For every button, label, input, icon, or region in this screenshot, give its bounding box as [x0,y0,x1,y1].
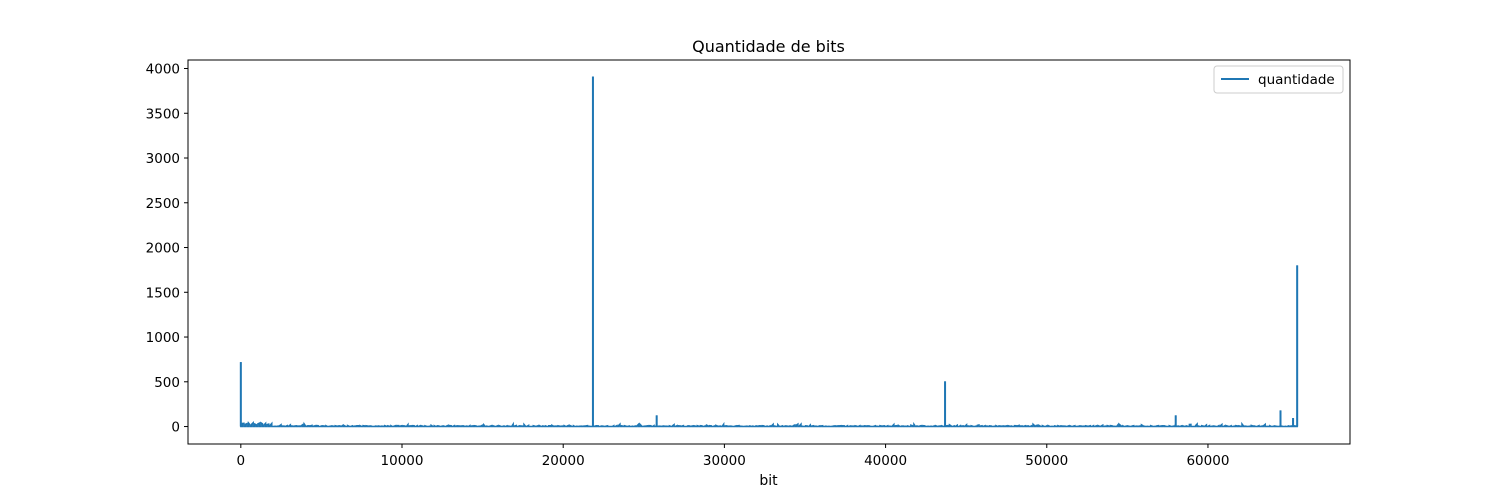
legend-label: quantidade [1258,72,1335,88]
x-axis-label: bit [759,473,778,489]
x-tick-label: 0 [237,453,246,469]
y-tick-label: 1500 [146,285,180,301]
x-tick-label: 10000 [381,453,424,469]
y-tick-label: 4000 [146,62,180,78]
x-tick-label: 50000 [1025,453,1068,469]
y-tick-label: 0 [171,420,180,436]
plot-area [187,59,1351,445]
y-axis: 0 500 1000 1500 2000 2500 3000 3500 4000 [146,62,188,436]
y-tick-label: 2500 [146,196,180,212]
chart-title: Quantidade de bits [692,37,845,56]
plot-frame [187,59,1351,445]
legend: quantidade [1213,65,1344,94]
y-tick-label: 3500 [146,106,180,122]
x-axis: 0 10000 20000 30000 40000 50000 60000 [237,444,1229,469]
x-tick-label: 60000 [1186,453,1229,469]
y-tick-label: 500 [154,375,180,391]
y-tick-label: 1000 [146,330,180,346]
series-line-quantidade [240,76,1298,428]
y-tick-label: 3000 [146,151,180,167]
x-tick-label: 40000 [864,453,907,469]
legend-box [1213,65,1344,94]
plot-background [188,60,1350,444]
x-tick-label: 30000 [703,453,746,469]
y-tick-label: 2000 [146,241,180,257]
x-tick-label: 20000 [542,453,585,469]
